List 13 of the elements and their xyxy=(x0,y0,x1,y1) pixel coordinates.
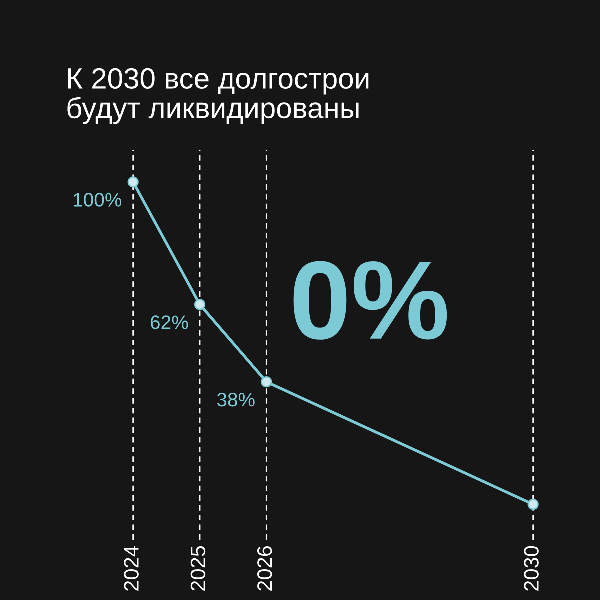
data-label: 38% xyxy=(217,392,255,407)
point xyxy=(261,376,272,388)
x-tick-label: 2026 xyxy=(258,546,272,591)
data-label: 62% xyxy=(150,316,188,330)
point xyxy=(194,299,206,310)
point xyxy=(528,498,539,510)
x-tick-label: 2030 xyxy=(524,546,539,591)
point xyxy=(128,176,139,188)
x-tick-label: 2025 xyxy=(190,546,206,591)
x-tick-label: 2024 xyxy=(124,546,139,591)
data-label: 100% xyxy=(74,193,122,207)
annotation: 0% xyxy=(294,261,448,340)
chart-title: К 2030 все долгострои будут ликвидированы xyxy=(68,68,369,124)
